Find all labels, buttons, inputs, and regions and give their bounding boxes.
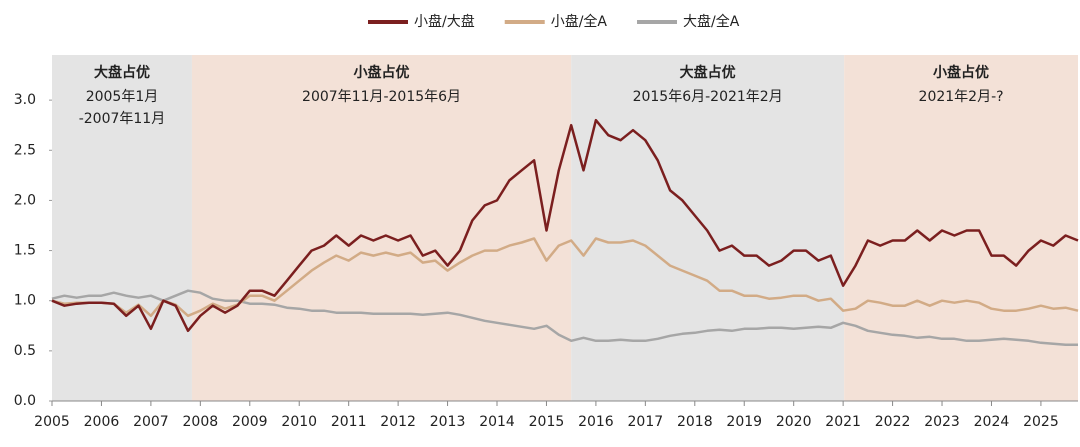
x-tick-label: 2009 bbox=[232, 414, 268, 430]
region-label: 小盘占优 bbox=[933, 64, 989, 81]
legend-label: 小盘/全A bbox=[551, 13, 608, 30]
region-period: 2007年11月-2015年6月 bbox=[302, 89, 461, 105]
x-tick-label: 2024 bbox=[974, 414, 1010, 430]
series-line bbox=[51, 118, 1079, 333]
x-tick-label: 2018 bbox=[677, 414, 713, 430]
region bbox=[844, 55, 1078, 401]
x-tick-label: 2005 bbox=[34, 414, 70, 430]
x-tick-label: 2013 bbox=[430, 414, 466, 430]
region-period: 2021年2月-? bbox=[919, 89, 1004, 105]
y-tick-label: 2.0 bbox=[14, 192, 36, 208]
series-line bbox=[51, 237, 1079, 318]
x-tick-label: 2016 bbox=[578, 414, 614, 430]
x-tick-label: 2017 bbox=[628, 414, 664, 430]
y-tick-label: 1.0 bbox=[14, 293, 36, 309]
y-tick-label: 3.0 bbox=[14, 92, 36, 108]
x-tick-label: 2008 bbox=[183, 414, 219, 430]
region-period: 2005年1月 bbox=[86, 89, 159, 105]
x-tick-label: 2020 bbox=[776, 414, 812, 430]
x-tick-label: 2010 bbox=[281, 414, 317, 430]
x-tick-label: 2015 bbox=[529, 414, 565, 430]
region bbox=[571, 55, 845, 401]
x-tick-label: 2019 bbox=[726, 414, 762, 430]
series-line bbox=[51, 289, 1078, 347]
x-tick-label: 2006 bbox=[84, 414, 120, 430]
region-label: 大盘占优 bbox=[94, 64, 150, 81]
x-tick-label: 2007 bbox=[133, 414, 169, 430]
y-tick-label: 2.5 bbox=[14, 142, 36, 158]
x-tick-label: 2012 bbox=[380, 414, 416, 430]
x-tick-label: 2011 bbox=[331, 414, 367, 430]
x-tick-label: 2023 bbox=[924, 414, 960, 430]
legend-label: 小盘/大盘 bbox=[414, 13, 475, 30]
region-period: -2007年11月 bbox=[79, 111, 166, 127]
x-tick-label: 2022 bbox=[875, 414, 911, 430]
legend-label: 大盘/全A bbox=[683, 13, 740, 30]
region bbox=[52, 55, 192, 401]
region-label: 小盘占优 bbox=[354, 64, 410, 81]
y-tick-label: 0.5 bbox=[14, 343, 36, 359]
region-label: 大盘占优 bbox=[680, 64, 736, 81]
x-tick-label: 2014 bbox=[479, 414, 515, 430]
x-tick-label: 2025 bbox=[1023, 414, 1059, 430]
y-tick-label: 1.5 bbox=[14, 243, 36, 259]
region-period: 2015年6月-2021年2月 bbox=[633, 89, 783, 105]
x-tick-label: 2021 bbox=[825, 414, 861, 430]
y-tick-label: 0.0 bbox=[14, 393, 36, 409]
region bbox=[191, 55, 572, 401]
